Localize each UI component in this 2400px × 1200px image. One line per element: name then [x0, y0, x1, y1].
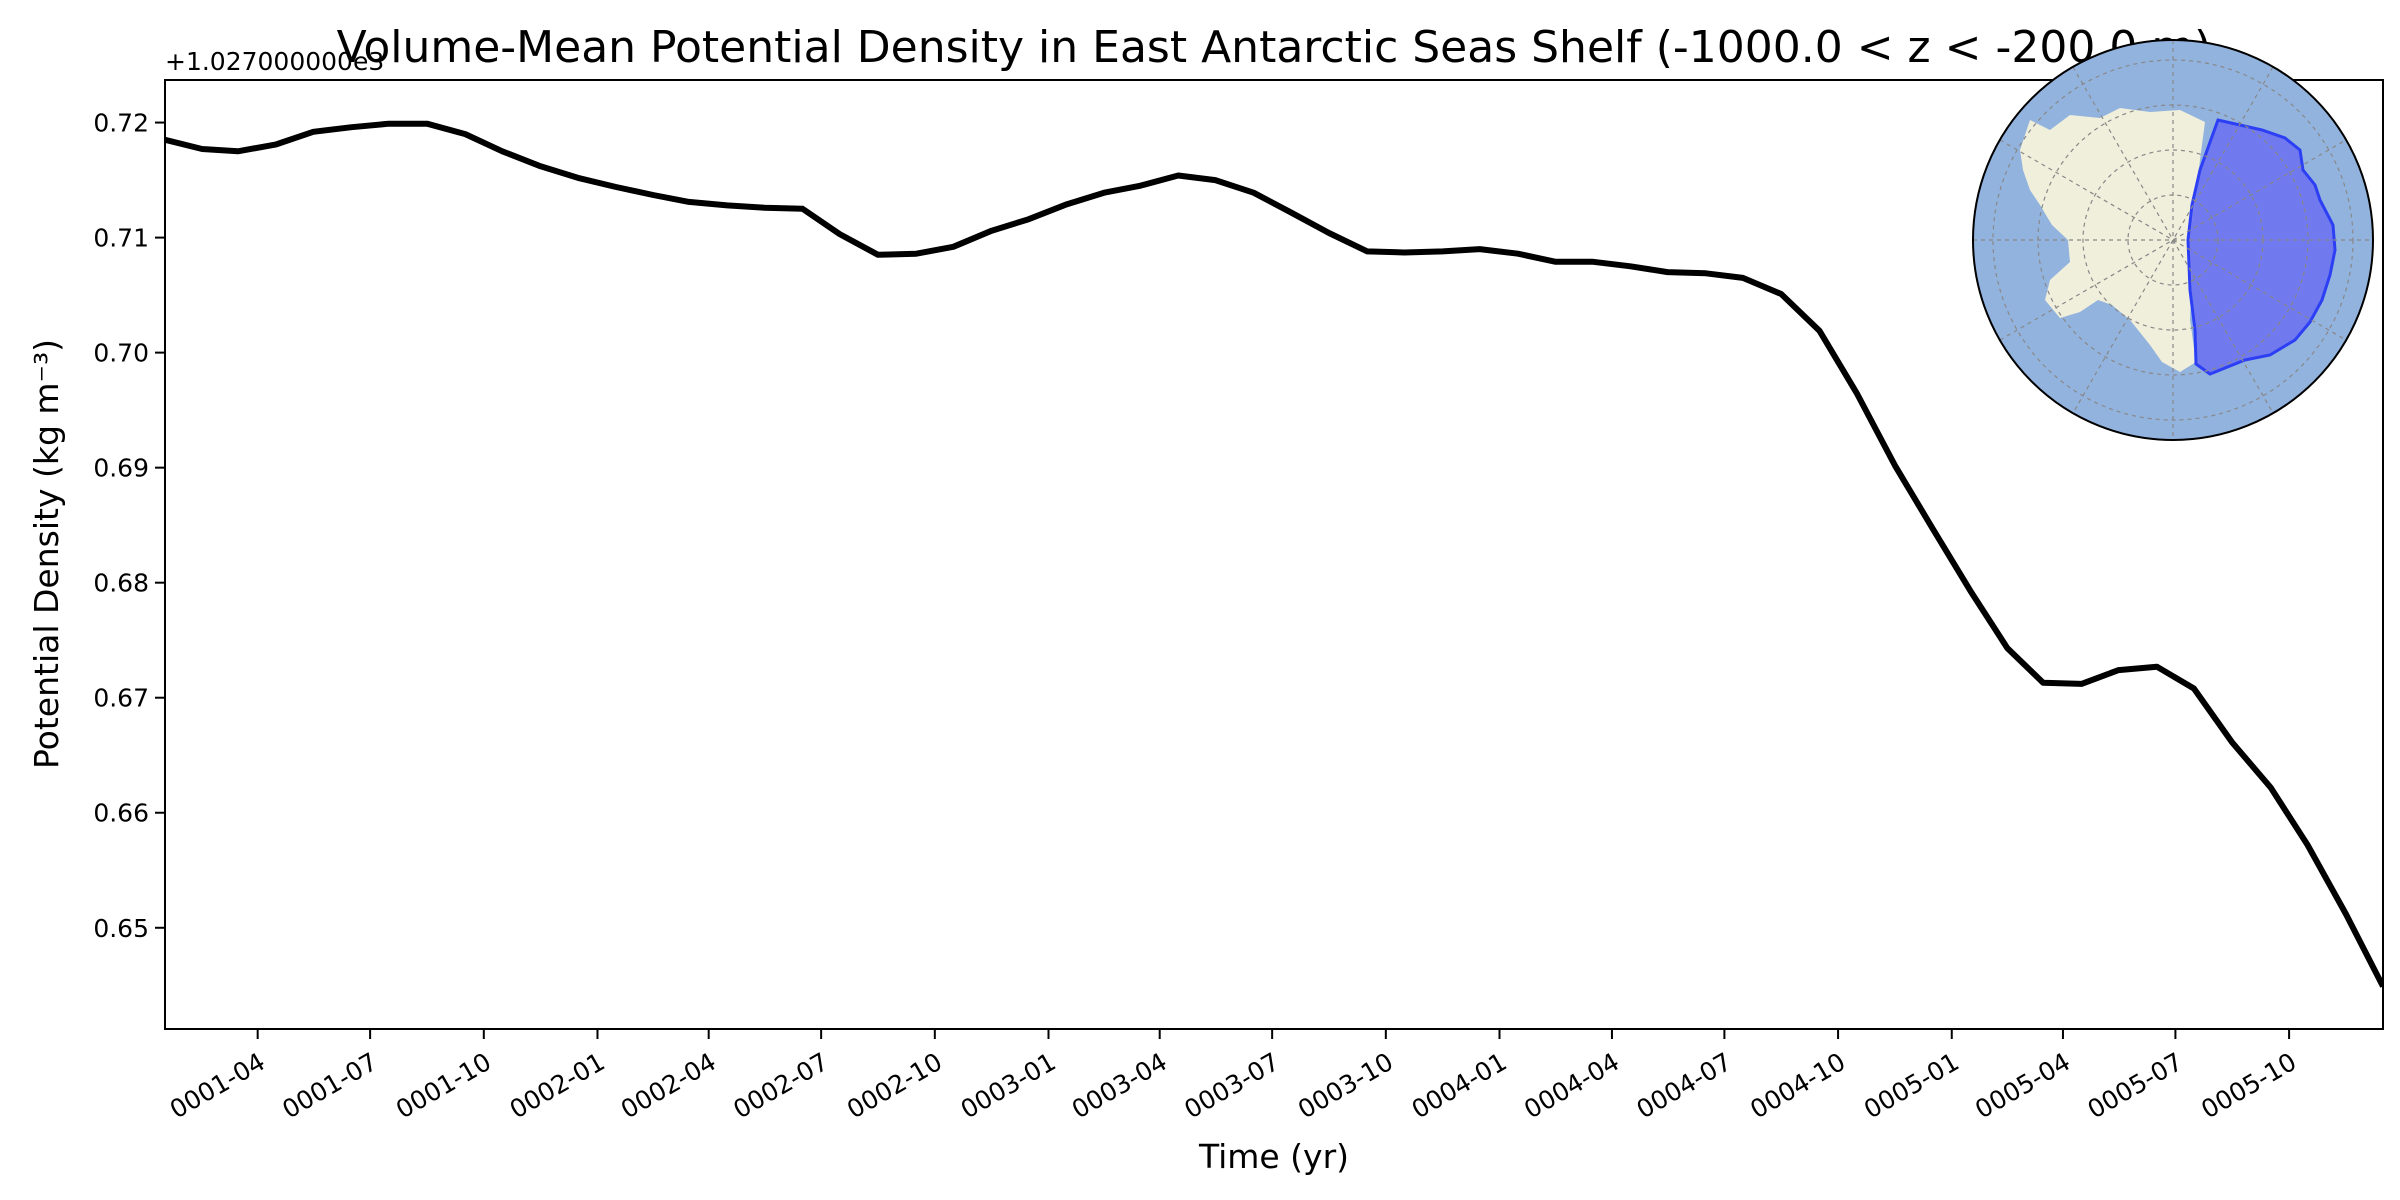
y-tick-label: 0.70 — [93, 339, 149, 368]
x-tick-label: 0001-07 — [277, 1047, 382, 1124]
x-tick-label: 0005-01 — [1859, 1047, 1964, 1124]
y-tick-label: 0.67 — [93, 684, 149, 713]
chart-title: Volume-Mean Potential Density in East An… — [337, 22, 2212, 73]
y-tick-label: 0.71 — [93, 224, 149, 253]
x-tick-label: 0002-10 — [842, 1047, 947, 1124]
x-tick-label: 0004-04 — [1519, 1047, 1624, 1124]
inset-map — [1972, 39, 2374, 441]
y-tick-label: 0.68 — [93, 569, 149, 598]
x-tick-label: 0003-01 — [956, 1047, 1061, 1124]
x-tick-label: 0002-01 — [505, 1047, 610, 1124]
x-tick-label: 0001-04 — [165, 1047, 270, 1124]
y-axis-label: Potential Density (kg m⁻³) — [27, 339, 66, 769]
y-tick-label: 0.72 — [93, 109, 149, 138]
map-east-antarctic-region — [2186, 118, 2337, 376]
x-tick-label: 0003-04 — [1067, 1047, 1172, 1124]
y-tick-label: 0.66 — [93, 799, 149, 828]
x-tick-label: 0002-04 — [616, 1047, 721, 1124]
y-ticks: 0.65 0.66 0.67 0.68 0.69 0.70 0.71 0.72 — [93, 109, 165, 943]
x-tick-label: 0001-10 — [391, 1047, 496, 1124]
x-tick-label: 0005-04 — [1970, 1047, 2075, 1124]
series-line — [165, 120, 2383, 988]
y-tick-label: 0.65 — [93, 914, 149, 943]
x-tick-label: 0003-10 — [1293, 1047, 1398, 1124]
y-tick-label: 0.69 — [93, 454, 149, 483]
x-ticks: 0001-04 0001-07 0001-10 0002-01 0002-04 0002-… — [165, 1029, 2301, 1124]
x-tick-label: 0003-07 — [1179, 1047, 1284, 1124]
x-axis-label: Time (yr) — [1198, 1137, 1349, 1176]
x-tick-label: 0005-07 — [2083, 1047, 2188, 1124]
x-tick-label: 0004-01 — [1407, 1047, 1512, 1124]
map-graticule — [1973, 40, 2373, 440]
x-tick-label: 0002-07 — [728, 1047, 833, 1124]
map-border — [1972, 39, 2374, 441]
y-offset-label: +1.027000000e3 — [165, 47, 384, 76]
x-tick-label: 0004-10 — [1745, 1047, 1850, 1124]
x-tick-label: 0005-10 — [2196, 1047, 2301, 1124]
x-tick-label: 0004-07 — [1632, 1047, 1737, 1124]
